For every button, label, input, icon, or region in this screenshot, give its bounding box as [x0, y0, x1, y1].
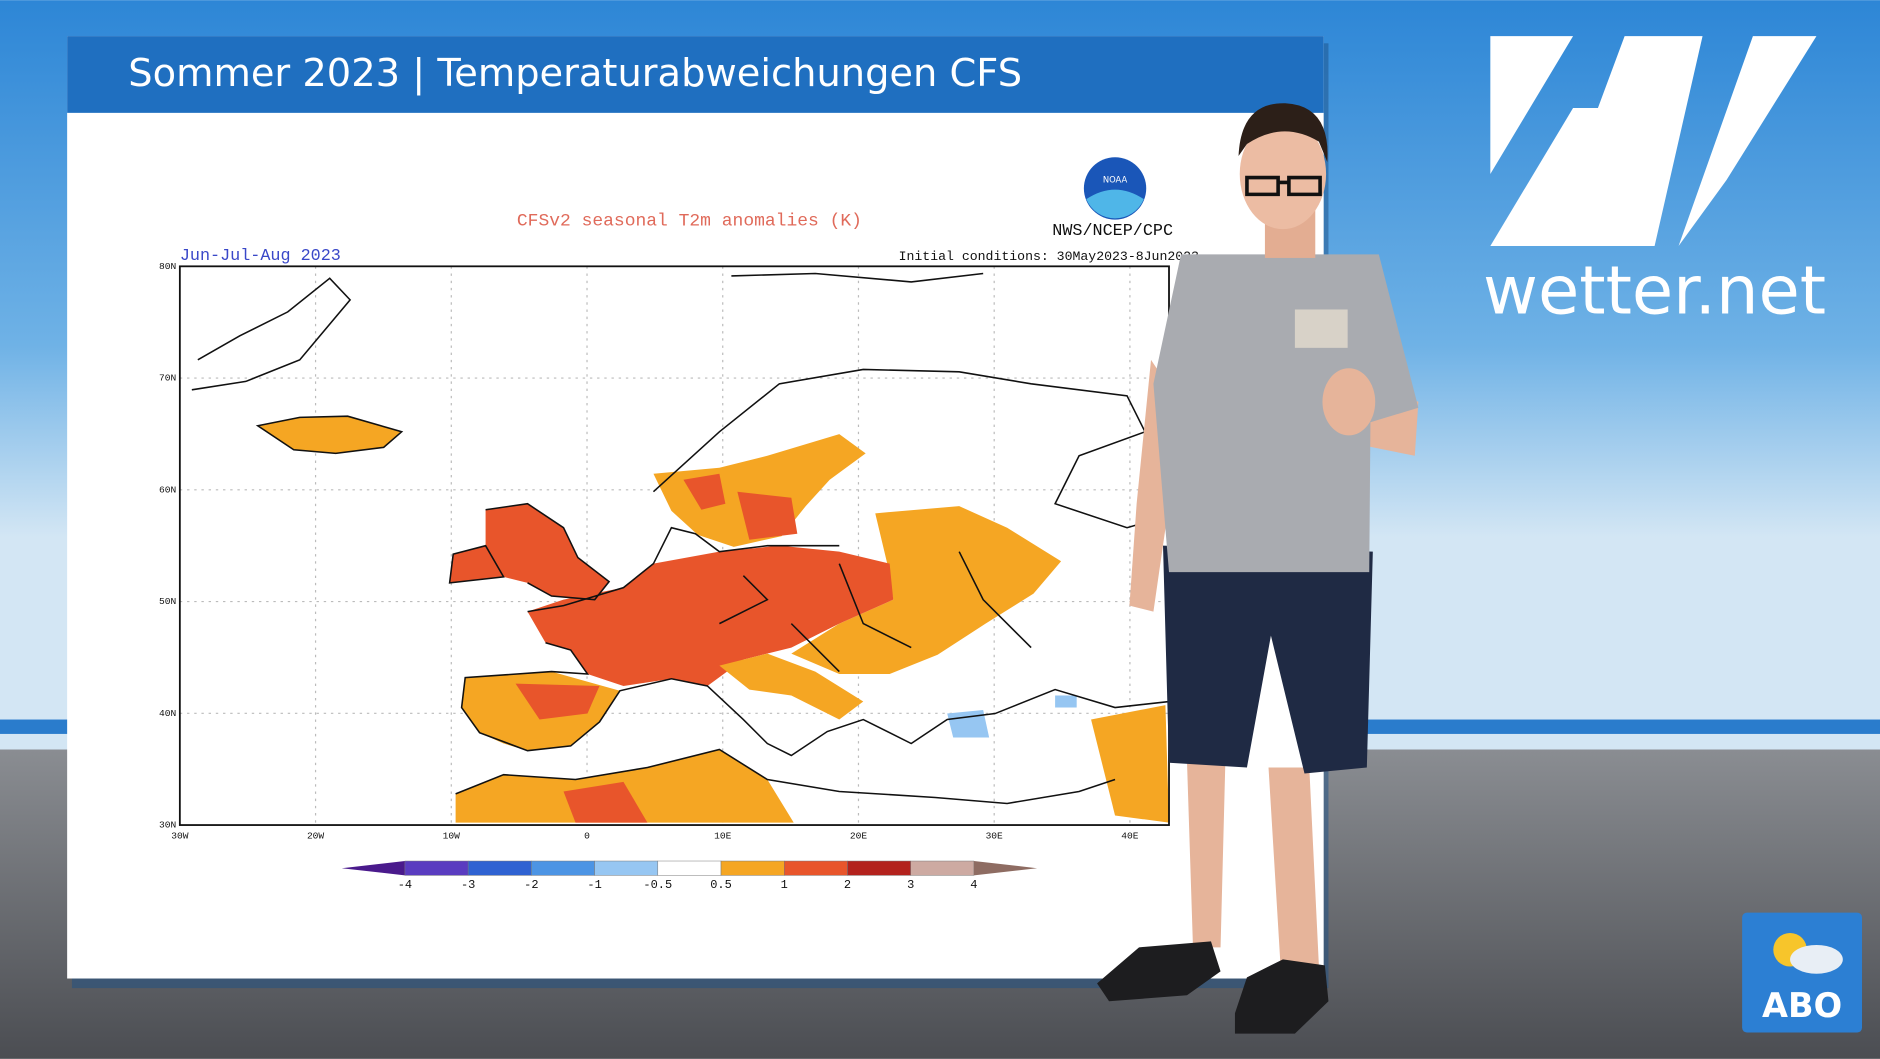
colorbar-segment: [467, 860, 532, 876]
lon-label: 10W: [443, 830, 460, 841]
presenter-head: [1239, 118, 1327, 230]
lat-label: 40N: [159, 708, 176, 719]
colorbar: -4 -3 -2 -1 -0.5 0.5 1 2 3 4: [341, 860, 1038, 892]
anomaly-area: [563, 781, 648, 823]
anomaly-area: [257, 416, 402, 454]
anomaly-fields: [257, 416, 1170, 823]
logo-mark: [1490, 108, 1619, 246]
presenter-hand: [1322, 368, 1376, 436]
colorbar-segment: [657, 860, 722, 876]
map-source: NWS/NCEP/CPC: [1052, 222, 1173, 241]
presenter: [1097, 103, 1419, 1034]
lat-label: 50N: [159, 596, 176, 607]
presenter-shorts: [1163, 545, 1373, 774]
colorbar-label: 3: [907, 878, 914, 892]
border: [719, 551, 1032, 673]
anomaly-area: [791, 506, 1062, 674]
lat-label: 30N: [159, 820, 176, 831]
lon-label: 30E: [986, 830, 1003, 841]
shirt-print: [1294, 309, 1348, 348]
anomaly-area: [1091, 705, 1170, 823]
logo-text: wetter.net: [1483, 252, 1826, 330]
anomaly-area: [515, 683, 600, 720]
agency-logo-wave: [1086, 189, 1144, 219]
map: [178, 265, 1170, 826]
coastline: [460, 642, 1170, 757]
lat-label: 70N: [159, 373, 176, 384]
colorbar-label: -3: [461, 878, 475, 892]
subscribe-badge[interactable]: ABO: [1742, 912, 1863, 1033]
colorbar-triangle: [973, 861, 1038, 876]
presenter-shirt: [1153, 254, 1419, 573]
title-bar: [67, 36, 1324, 113]
lon-label: 20W: [307, 830, 324, 841]
agency-logo-text: NOAA: [1103, 174, 1128, 184]
anomaly-area: [719, 653, 864, 720]
presenter-glasses: [1245, 175, 1322, 197]
map-period: Jun-Jul-Aug 2023: [180, 247, 341, 266]
anomaly-area: [683, 473, 798, 540]
colorbar-segment: [784, 860, 848, 876]
colorbar-segment: [847, 860, 911, 876]
colorbar-triangle: [341, 861, 405, 876]
badge-cloud: [1790, 944, 1843, 974]
presenter-legs: [1186, 761, 1319, 966]
presenter-hair: [1238, 103, 1328, 163]
station-logo: wetter.net: [1483, 36, 1826, 330]
coastlines: [191, 272, 1170, 805]
presenter-shoes: [1097, 941, 1329, 1034]
lon-label: 40E: [1121, 830, 1138, 841]
lat-label: 60N: [159, 484, 176, 495]
colorbar-segment: [594, 860, 659, 876]
colorbar-segment: [720, 860, 785, 876]
lon-label: 30W: [171, 830, 188, 841]
lon-label: 10E: [714, 830, 731, 841]
coastline: [255, 415, 404, 455]
colorbar-segment: [531, 860, 595, 876]
map-initial-conditions: Initial conditions: 30May2023-8Jun2023: [899, 249, 1199, 264]
coastline: [448, 502, 611, 601]
coastline: [455, 748, 1116, 805]
board-title: Sommer 2023 | Temperaturabweichungen CFS: [128, 51, 1022, 96]
colorbar-label: -2: [524, 878, 538, 892]
colorbar-label: -0.5: [643, 878, 672, 892]
colorbar-segment: [910, 860, 975, 876]
colorbar-label: -1: [587, 878, 601, 892]
colorbar-label: 0.5: [710, 878, 732, 892]
colorbar-label: 4: [970, 878, 977, 892]
badge-bg[interactable]: [1742, 912, 1863, 1033]
lon-label: 0: [584, 830, 590, 841]
anomaly-area: [653, 434, 866, 547]
lon-label: 20E: [850, 830, 867, 841]
coastline: [527, 526, 840, 613]
map-title: CFSv2 seasonal T2m anomalies (K): [517, 212, 862, 232]
colorbar-label: -4: [398, 878, 412, 892]
coastline: [731, 272, 984, 283]
colorbar-label: 2: [844, 878, 851, 892]
badge-label[interactable]: ABO: [1762, 986, 1842, 1025]
lat-label: 80N: [159, 261, 176, 272]
anomaly-area: [947, 695, 1077, 738]
colorbar-segment: [404, 860, 469, 876]
anomaly-area: [527, 545, 894, 686]
coastline: [191, 277, 352, 391]
anomaly-area: [449, 503, 610, 600]
coastline: [652, 368, 1170, 529]
colorbar-label: 1: [781, 878, 788, 892]
